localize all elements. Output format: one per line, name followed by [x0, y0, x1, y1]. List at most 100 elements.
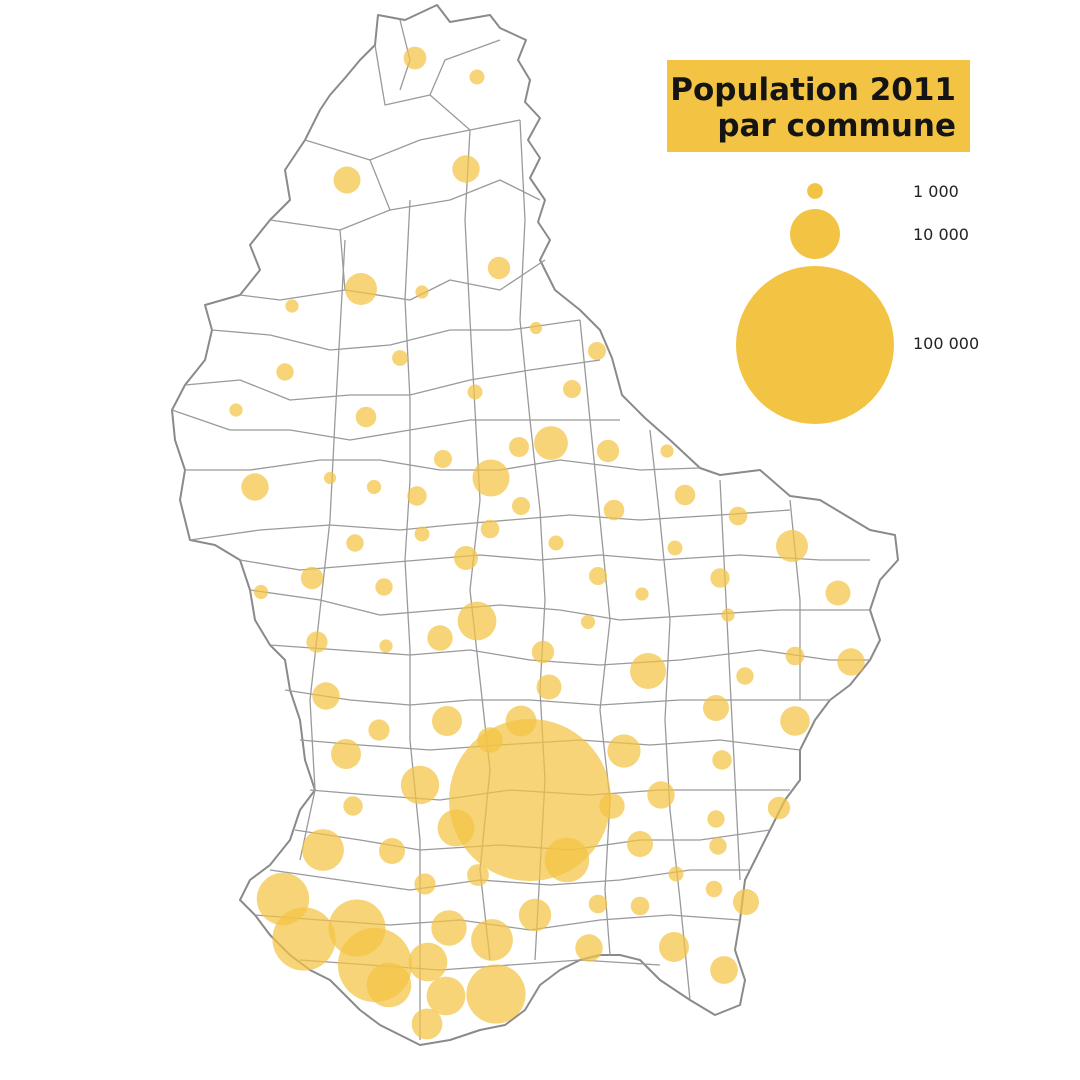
commune-bubble [469, 69, 485, 85]
commune-bubble [674, 484, 696, 506]
commune-bubble [276, 363, 294, 381]
commune-bubble [414, 526, 430, 542]
commune-bubble [518, 898, 552, 932]
commune-bubble [403, 46, 427, 70]
commune-bubble [627, 831, 653, 857]
commune-bubble [733, 889, 759, 915]
commune-bubble [548, 535, 564, 551]
commune-bubble [437, 809, 475, 847]
commune-bubble [434, 450, 452, 468]
commune-bubble [563, 380, 581, 398]
commune-bubble [710, 956, 738, 984]
commune-bubble [776, 530, 808, 562]
commune-bubble [534, 426, 568, 460]
commune-bubble [452, 155, 480, 183]
commune-bubble [705, 880, 723, 898]
commune-bubble [647, 781, 675, 809]
commune-bubble [709, 837, 727, 855]
commune-bubble [375, 578, 393, 596]
commune-bubble [411, 1008, 443, 1040]
commune-bubble [366, 962, 412, 1008]
commune-bubble [603, 499, 625, 521]
map-title-line1: Population 2011 [670, 72, 956, 108]
commune-bubble [415, 285, 429, 299]
commune-bubbles [229, 46, 865, 1040]
commune-bubble [300, 566, 324, 590]
commune-bubble [509, 437, 529, 457]
commune-bubble [785, 646, 805, 666]
legend-bubble [736, 266, 894, 424]
commune-bubble [355, 406, 377, 428]
commune-bubble [721, 608, 735, 622]
commune-bubble [368, 719, 390, 741]
commune-bubble [408, 942, 448, 982]
commune-bubble [531, 640, 555, 664]
commune-bubble [529, 321, 543, 335]
commune-bubble [536, 674, 562, 700]
commune-bubble [241, 473, 269, 501]
commune-bubble [333, 166, 361, 194]
commune-bubble [427, 625, 453, 651]
commune-bubble [668, 866, 684, 882]
commune-bubble [825, 580, 851, 606]
legend-bubble [790, 209, 840, 259]
commune-bubble [667, 540, 683, 556]
commune-bubble [712, 750, 732, 770]
commune-bubble [767, 796, 791, 820]
commune-bubble [229, 403, 243, 417]
commune-bubble [710, 568, 730, 588]
commune-bubble [736, 667, 754, 685]
commune-bubble [660, 444, 674, 458]
commune-bubble [599, 793, 625, 819]
commune-bubble [703, 695, 729, 721]
commune-bubble [285, 299, 299, 313]
commune-bubble [728, 506, 748, 526]
commune-bubble [312, 682, 340, 710]
commune-bubble [596, 439, 620, 463]
country-outline [171, 4, 899, 1046]
commune-bubble [431, 910, 467, 946]
commune-bubble [457, 601, 497, 641]
commune-bubble [588, 342, 606, 360]
commune-bubble [589, 567, 607, 585]
legend-bubble [807, 183, 823, 199]
commune-bubble [414, 873, 436, 895]
commune-bubble [426, 976, 466, 1016]
commune-bubble [467, 864, 489, 886]
commune-bubble [400, 765, 440, 805]
commune-bubble [379, 639, 393, 653]
commune-bubble [302, 829, 344, 871]
commune-bubble [454, 546, 478, 570]
commune-bubble [707, 810, 725, 828]
commune-bubble [630, 896, 650, 916]
commune-bubble [630, 653, 666, 689]
legend-label-medium: 10 000 [913, 225, 969, 244]
commune-bubble [272, 907, 336, 971]
commune-bubble [343, 796, 363, 816]
commune-bubble [480, 519, 500, 539]
commune-bubble [379, 838, 405, 864]
commune-bubble [432, 706, 462, 736]
commune-bubble [346, 534, 364, 552]
commune-bubble [366, 479, 382, 495]
commune-bubble [512, 497, 530, 515]
commune-bubble [580, 614, 596, 630]
commune-bubble [392, 350, 408, 366]
commune-bubble [780, 706, 810, 736]
commune-bubble [331, 739, 361, 769]
legend-label-small: 1 000 [913, 182, 959, 201]
commune-bubble [407, 486, 427, 506]
commune-bubble [472, 459, 510, 497]
commune-bubble [467, 384, 483, 400]
commune-bubble [659, 932, 689, 962]
commune-bubble [253, 584, 269, 600]
commune-bubble [323, 471, 337, 485]
commune-bubble [588, 894, 608, 914]
commune-bubble [544, 837, 590, 883]
commune-bubble [471, 919, 513, 961]
map-title-line2: par commune [717, 108, 956, 144]
commune-bubble [306, 631, 328, 653]
map-title-box: Population 2011 par commune [667, 60, 970, 152]
legend-label-large: 100 000 [913, 334, 980, 353]
